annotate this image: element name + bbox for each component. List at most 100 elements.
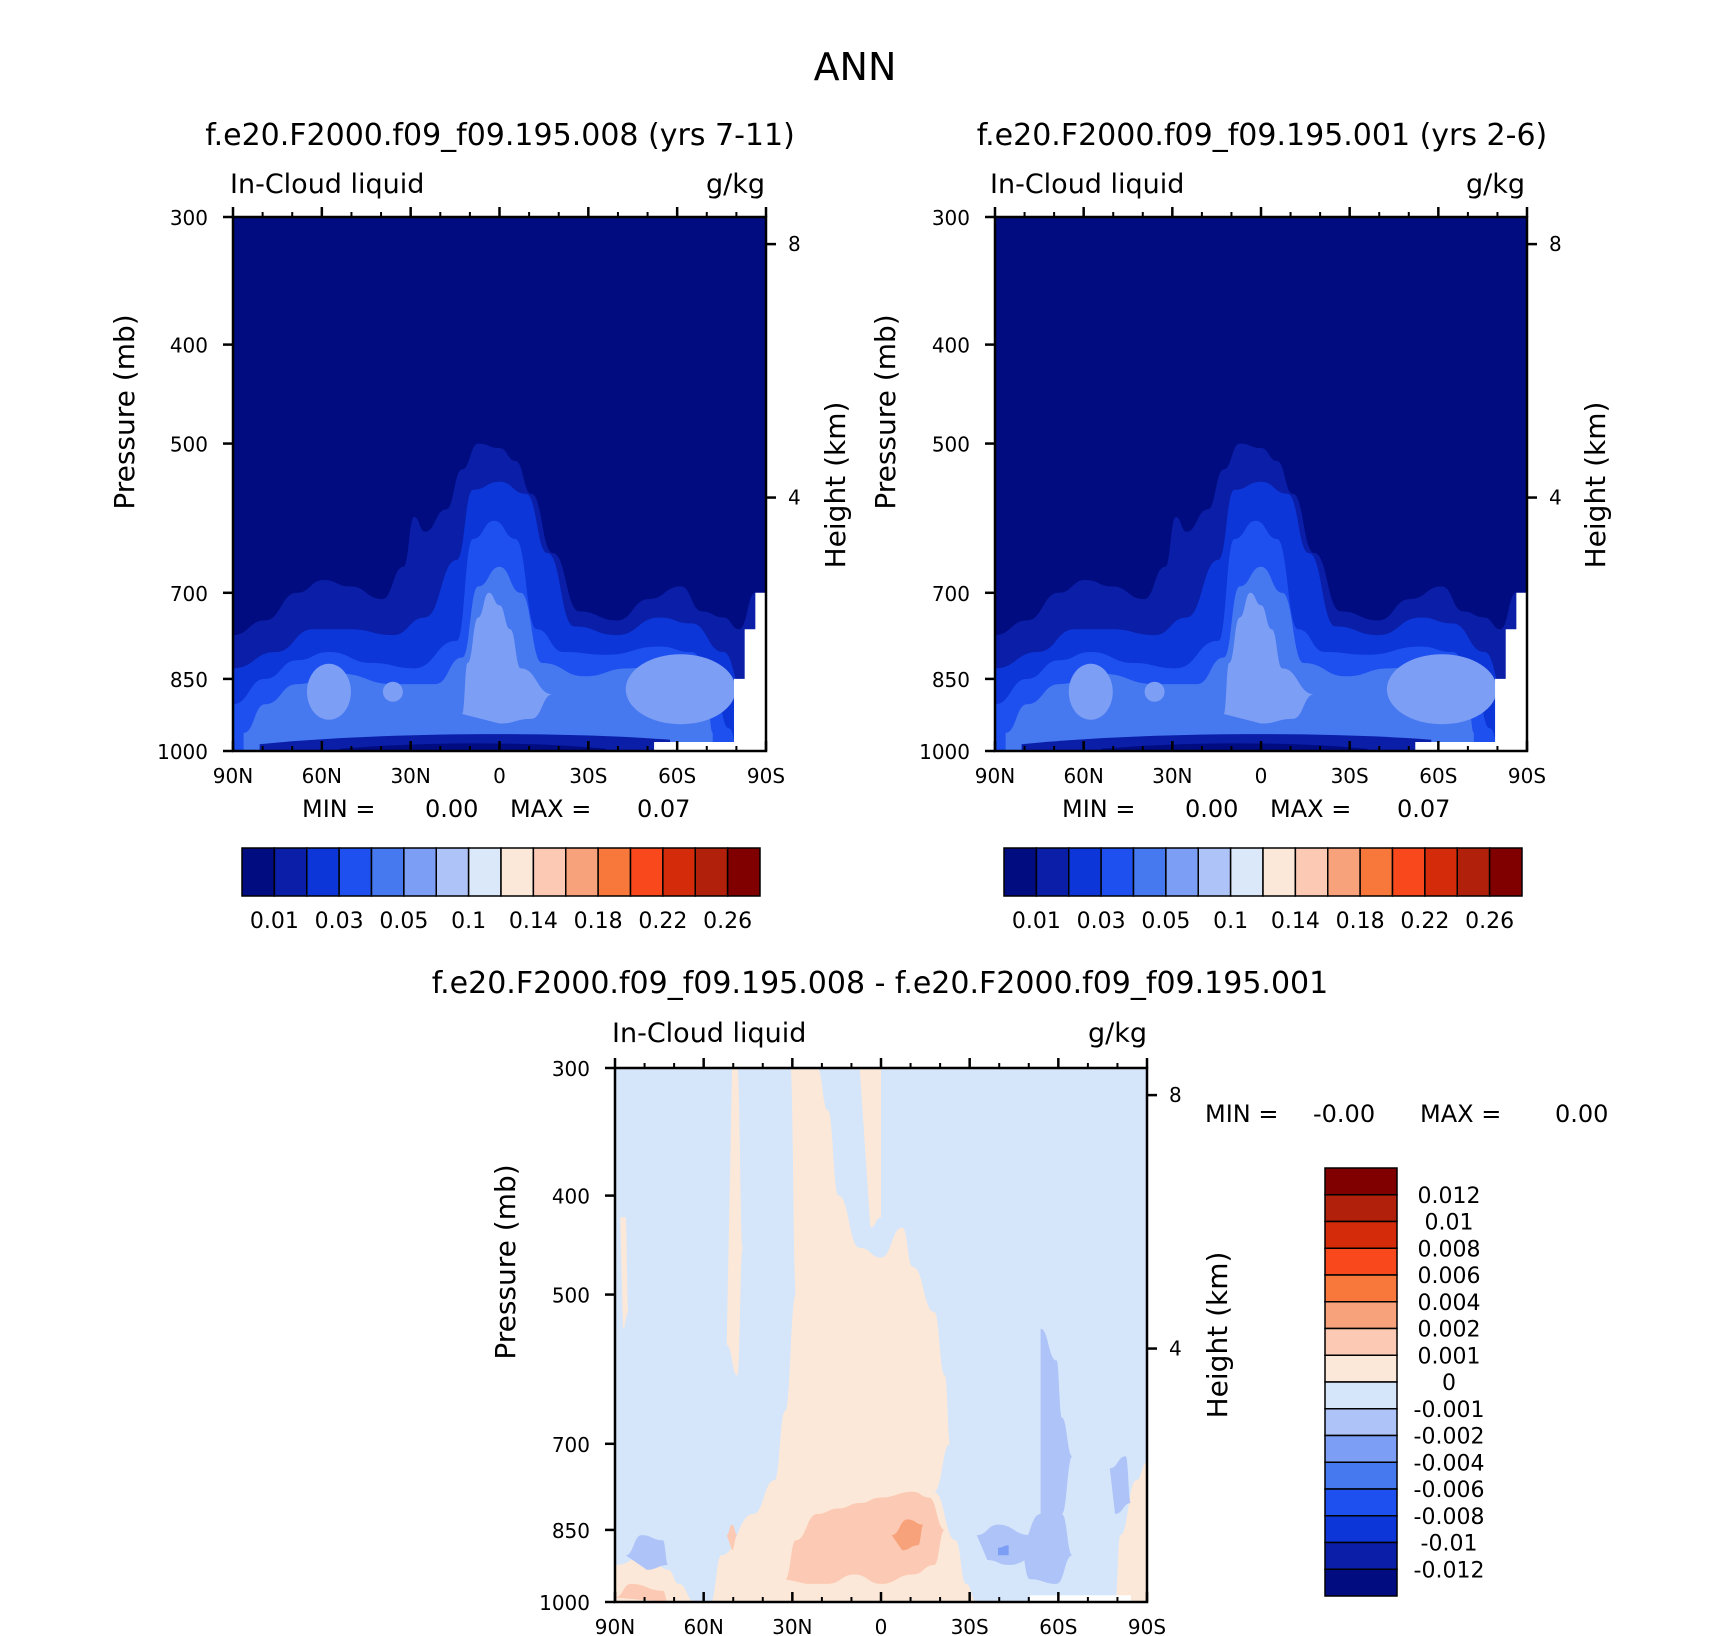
panel-a-min-label: MIN = — [302, 795, 375, 823]
colorbar-swatch — [1488, 847, 1523, 897]
x-tick-label: 0 — [493, 764, 506, 788]
x-tick-label: 90N — [213, 764, 253, 788]
diff-plume-b — [859, 1068, 881, 1228]
x-tick-label: 90S — [1128, 1615, 1166, 1636]
colorbar-swatch — [500, 847, 535, 897]
colorbar-label: -0.006 — [1414, 1478, 1485, 1503]
figure-title: ANN — [814, 45, 897, 89]
diff-south-edge — [1115, 1462, 1147, 1602]
panel-c-min-value: -0.00 — [1313, 1100, 1375, 1128]
colorbar-label: 0.14 — [509, 909, 558, 934]
panel-c-min-label: MIN = — [1205, 1100, 1278, 1128]
panel-b-max-value: 0.07 — [1397, 795, 1450, 823]
panel-b-title: f.e20.F2000.f09_f09.195.001 (yrs 2-6) — [977, 118, 1547, 153]
colorbar-swatch — [1324, 1515, 1398, 1544]
colorbar-label: 0.01 — [1012, 909, 1061, 934]
colorbar-swatch — [1324, 1327, 1398, 1356]
colorbar-label: -0.002 — [1414, 1425, 1485, 1450]
panel-a-units-label: g/kg — [706, 169, 765, 200]
diff-north-streak — [620, 1217, 629, 1329]
colorbar-swatch — [467, 847, 502, 897]
y-tick-label: 500 — [170, 433, 208, 457]
panel-c-contour-field — [615, 1068, 1147, 1602]
y-tick-label: 500 — [552, 1284, 590, 1308]
contour-level-5-northern — [306, 663, 351, 720]
colorbar-label: 0.18 — [1336, 909, 1385, 934]
panel-b-colorbar: 0.01 0.03 0.05 0.1 0.14 0.18 0.22 0.26 — [1003, 847, 1523, 934]
panel-a-max-label: MAX = — [510, 795, 591, 823]
colorbar-swatch — [273, 847, 308, 897]
panel-c-max-value: 0.00 — [1555, 1100, 1608, 1128]
panel-c-right-axis-label: Height (km) — [1201, 1252, 1234, 1419]
colorbar-swatch — [1324, 1461, 1398, 1490]
near-surface-core — [1101, 743, 1368, 751]
y-tick-label: 500 — [932, 433, 970, 457]
panel-a-min-value: 0.00 — [425, 795, 478, 823]
y-tick-label: 700 — [170, 582, 208, 606]
panel-b-min-value: 0.00 — [1185, 795, 1238, 823]
colorbar-swatch — [1391, 847, 1426, 897]
colorbar-label: 0.01 — [250, 909, 299, 934]
colorbar-swatch — [1132, 847, 1167, 897]
contour-level-5-spot — [1144, 681, 1165, 702]
colorbar-swatch — [1294, 847, 1329, 897]
panel-c-units-label: g/kg — [1088, 1018, 1147, 1049]
colorbar-swatch — [1327, 847, 1361, 897]
diff-level-neg-edge — [1109, 1456, 1132, 1514]
colorbar-label: -0.004 — [1414, 1451, 1485, 1476]
colorbar-swatch — [1324, 1568, 1398, 1597]
colorbar-swatch — [1262, 847, 1297, 897]
y-tick-label: 300 — [170, 206, 208, 230]
colorbar-swatch — [338, 847, 373, 897]
colorbar-swatch — [1324, 1247, 1398, 1276]
diff-plume-a — [726, 1068, 743, 1376]
x-tick-label: 60N — [1063, 764, 1103, 788]
colorbar-label: -0.01 — [1421, 1532, 1478, 1557]
panel-b-min-label: MIN = — [1062, 795, 1135, 823]
colorbar-swatch — [1003, 847, 1038, 897]
diff-spot-pos — [726, 1524, 738, 1551]
colorbar-swatch — [597, 847, 632, 897]
colorbar-label: 0.26 — [1465, 909, 1514, 934]
missing-data-mask — [654, 592, 766, 751]
colorbar-swatch — [532, 847, 567, 897]
colorbar-swatch — [1324, 1274, 1398, 1303]
colorbar-label: 0.03 — [315, 909, 364, 934]
right-y-tick-label: 4 — [1549, 486, 1562, 510]
y-tick-label: 400 — [170, 334, 208, 358]
x-tick-label: 30N — [772, 1615, 812, 1636]
contour-level-5-tropics — [1223, 592, 1315, 724]
y-tick-label: 850 — [932, 668, 970, 692]
colorbar-swatch — [1229, 847, 1264, 897]
diff-level-pos-small — [710, 1068, 977, 1602]
panel-c-colorbar: 0.0120.010.0080.0060.0040.0020.0010-0.00… — [1324, 1167, 1485, 1597]
colorbar-label: 0.1 — [1213, 909, 1248, 934]
colorbar-swatch — [1324, 1194, 1398, 1223]
colorbar-swatch — [662, 847, 696, 897]
colorbar-swatch — [435, 847, 470, 897]
colorbar-label: -0.008 — [1414, 1505, 1485, 1530]
x-tick-label: 90S — [1508, 764, 1546, 788]
y-tick-label: 700 — [932, 582, 970, 606]
y-tick-label: 1000 — [919, 740, 970, 764]
colorbar-swatch — [629, 847, 664, 897]
y-tick-label: 850 — [170, 668, 208, 692]
colorbar-label: 0.05 — [379, 909, 428, 934]
panel-b-max-label: MAX = — [1270, 795, 1351, 823]
panel-b-right-axis-label: Height (km) — [1579, 402, 1612, 569]
x-tick-label: 30S — [1331, 764, 1369, 788]
colorbar-swatch — [694, 847, 729, 897]
panel-c-variable-label: In-Cloud liquid — [612, 1018, 806, 1049]
y-tick-label: 300 — [552, 1057, 590, 1081]
panel-case-b: f.e20.F2000.f09_f09.195.001 (yrs 2-6) In… — [869, 118, 1612, 934]
colorbar-label: 0.002 — [1418, 1318, 1481, 1343]
colorbar-label: 0.05 — [1141, 909, 1190, 934]
colorbar-swatch — [1324, 1434, 1398, 1463]
y-tick-label: 1000 — [157, 740, 208, 764]
colorbar-label: 0.001 — [1418, 1344, 1481, 1369]
panel-a-variable-label: In-Cloud liquid — [230, 169, 424, 200]
panel-a-stats: MIN = 0.00 MAX = 0.07 — [302, 795, 690, 823]
x-tick-label: 60N — [302, 764, 342, 788]
panel-a-axes: 90N 60N 30N 0 30S 60S 90S 300 400 500 700 850 1000 8 4 — [157, 206, 801, 788]
